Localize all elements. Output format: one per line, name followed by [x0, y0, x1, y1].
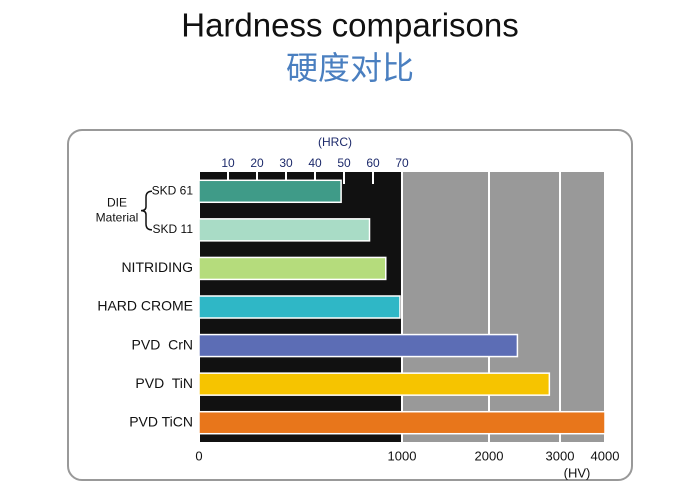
x2-tick-label: 60	[366, 156, 380, 170]
x2-tick-label: 40	[308, 156, 322, 170]
x-tick-label: 1000	[388, 448, 417, 463]
bar	[198, 179, 342, 204]
y-tick-label: SKD 11	[153, 222, 194, 236]
y-tick-label: NITRIDING	[121, 259, 193, 275]
bar	[198, 218, 371, 242]
hv-panel	[402, 172, 605, 442]
y-tick-label: PVD CrN	[132, 336, 193, 352]
group-brace	[140, 190, 153, 231]
x2-tick-label: 70	[395, 156, 409, 170]
x-tick-label: 0	[195, 448, 202, 463]
x2-tick-label: 50	[337, 156, 351, 170]
x-tick-label: 2000	[475, 448, 504, 463]
bar	[198, 333, 519, 358]
y-tick-label: PVD TiCN	[129, 413, 193, 429]
x2-tick-label: 10	[221, 156, 235, 170]
chart-title: Hardness comparisons	[181, 7, 518, 44]
group-label: DIE	[107, 196, 127, 210]
y-tick-label: SKD 61	[152, 183, 194, 197]
group-label: Material	[96, 211, 139, 225]
x-tick-label: 3000	[546, 448, 575, 463]
bar	[198, 372, 551, 396]
x2-axis-label: (HRC)	[318, 135, 352, 149]
x-tick-label: 4000	[591, 448, 620, 463]
y-tick-label: PVD TiN	[135, 375, 193, 391]
bar	[198, 295, 401, 319]
chart-subtitle: 硬度对比	[286, 49, 414, 87]
x2-tick-label: 30	[279, 156, 293, 170]
bar	[198, 410, 606, 435]
bar	[198, 256, 387, 281]
y-tick-label: HARD CROME	[97, 298, 193, 314]
x2-tick-label: 20	[250, 156, 264, 170]
x-axis-label: (HV)	[564, 465, 591, 480]
